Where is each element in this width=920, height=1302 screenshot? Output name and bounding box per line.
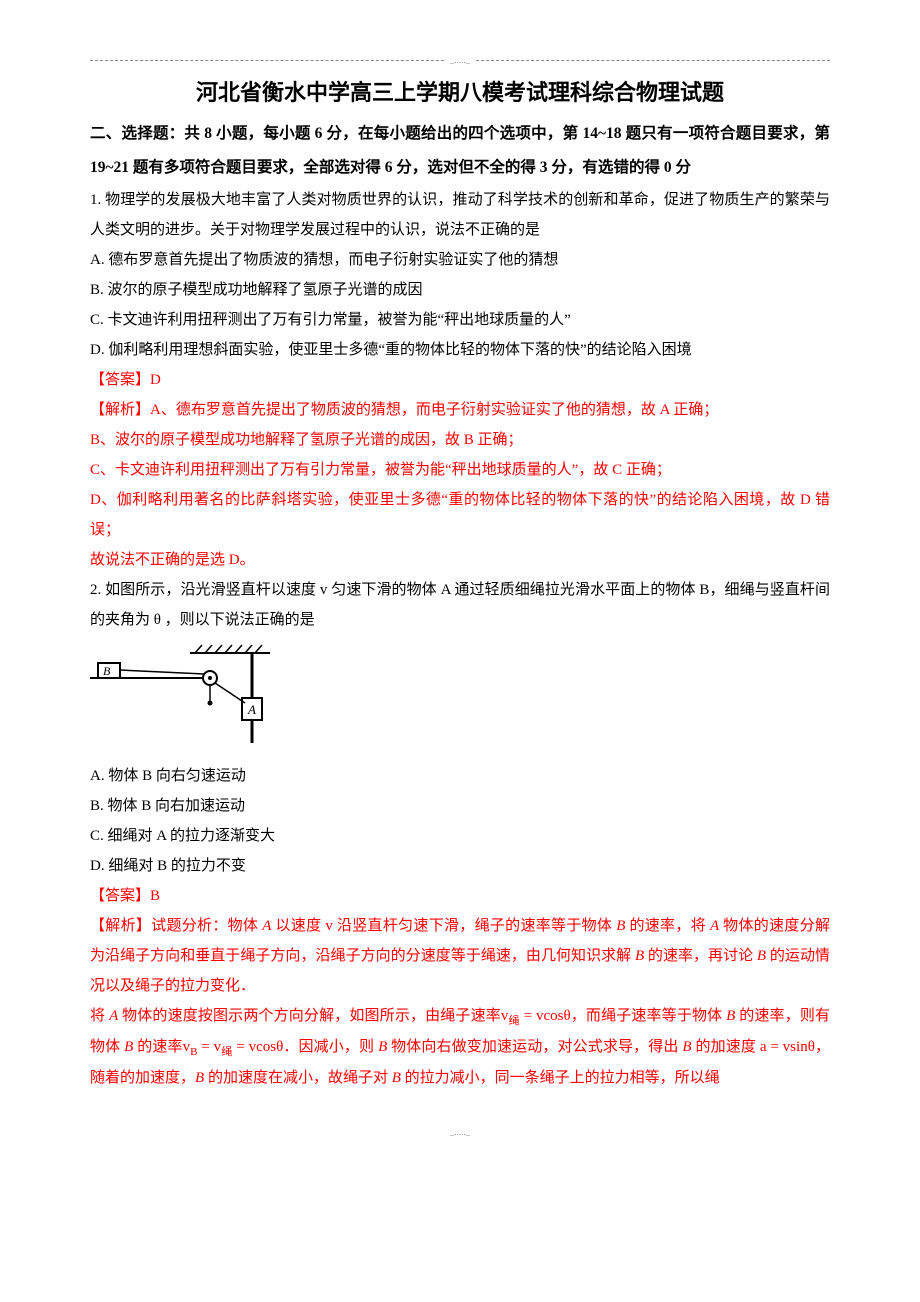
header-rule [90,60,830,61]
q1-option-d: D. 伽利略利用理想斜面实验，使亚里士多德“重的物体比轻的物体下落的快”的结论陷… [90,335,830,365]
q2-option-d: D. 细绳对 B 的拉力不变 [90,851,830,881]
q1-explain-c: C、卡文迪许利用扭秤测出了万有引力常量，被誉为能“秤出地球质量的人”，故 C 正… [90,455,830,485]
t: B [378,1039,387,1055]
t: = vcosθ，而绳子速率等于物体 [520,1008,726,1024]
t: B [757,948,766,964]
q1-explain-a: 【解析】A、德布罗意首先提出了物质波的猜想，而电子衍射实验证实了他的猜想，故 A… [90,395,830,425]
t: 将 [90,1008,109,1024]
q2-option-b: B. 物体 B 向右加速运动 [90,791,830,821]
q2-answer: 【答案】B [90,881,830,911]
explain-label: 【解析】 [90,402,150,418]
q2-figure: A B [90,643,830,753]
q2-explain-2: 将 A 物体的速度按图示两个方向分解，如图所示，由绳子速率 v 绳 = vcosθ，… [90,1001,830,1093]
svg-text:B: B [103,664,111,678]
t: B [635,948,644,964]
t: 的拉力减小，同一条绳子上的拉力相等，所以绳 [401,1070,720,1086]
t: 以速度 v 沿竖直杆匀速下滑，绳子的速率等于物体 [271,918,616,934]
t: 绳 [508,1015,519,1027]
q1-option-a: A. 德布罗意首先提出了物质波的猜想，而电子衍射实验证实了他的猜想 [90,245,830,275]
q1-stem: 1. 物理学的发展极大地丰富了人类对物质世界的认识，推动了科学技术的创新和革命，… [90,185,830,245]
t: B [726,1008,735,1024]
t: = vcosθ．因减小，则 [232,1039,378,1055]
svg-text:A: A [247,702,256,717]
q1-explain-end: 故说法不正确的是选 D。 [90,545,830,575]
q1-explain-d: D、伽利略利用著名的比萨斜塔实验，使亚里士多德“重的物体比轻的物体下落的快”的结… [90,485,830,545]
t: 的速率，再讨论 [644,948,757,964]
explain-text: A、德布罗意首先提出了物质波的猜想，而电子衍射实验证实了他的猜想，故 A 正确； [150,402,718,418]
page-title: 河北省衡水中学高三上学期八模考试理科综合物理试题 [90,71,830,115]
q1-explain-b: B、波尔的原子模型成功地解释了氢原子光谱的成因，故 B 正确； [90,425,830,455]
t: 的速率 [133,1039,182,1055]
t: 的加速度在减小，故绳子对 [204,1070,392,1086]
q1-answer: 【答案】D [90,365,830,395]
t: = [197,1039,213,1055]
q2-stem: 2. 如图所示，沿光滑竖直杆以速度 v 匀速下滑的物体 A 通过轻质细绳拉光滑水… [90,575,830,635]
t: 绳 [221,1046,232,1058]
t: B [195,1070,204,1086]
answer-label: 【答案】 [90,372,150,388]
t: A [109,1008,118,1024]
t: 物体的速度按图示两个方向分解，如图所示，由绳子速率 [118,1008,501,1024]
q1-option-b: B. 波尔的原子模型成功地解释了氢原子光谱的成因 [90,275,830,305]
t: 物体向右做变加速运动，对公式求导，得出 [387,1039,682,1055]
q2-option-c: C. 细绳对 A 的拉力逐渐变大 [90,821,830,851]
answer-value: B [150,888,160,904]
q1-option-c: C. 卡文迪许利用扭秤测出了万有引力常量，被誉为能“秤出地球质量的人” [90,305,830,335]
t: 的速率，将 [625,918,710,934]
answer-label: 【答案】 [90,888,150,904]
q2-explain-1: 【解析】试题分析：物体 A 以速度 v 沿竖直杆匀速下滑，绳子的速率等于物体 B… [90,911,830,1001]
t: B [124,1039,133,1055]
t: B [392,1070,401,1086]
answer-value: D [150,372,161,388]
t: A [710,918,719,934]
t: B [682,1039,691,1055]
footer-marker: _....._ [90,1123,830,1141]
q2-option-a: A. 物体 B 向右匀速运动 [90,761,830,791]
t: v [183,1039,191,1055]
section-instructions: 二、选择题：共 8 小题，每小题 6 分，在每小题给出的四个选项中，第 14~1… [90,117,830,185]
explain-label: 【解析】 [90,918,151,934]
t: 试题分析：物体 [151,918,262,934]
